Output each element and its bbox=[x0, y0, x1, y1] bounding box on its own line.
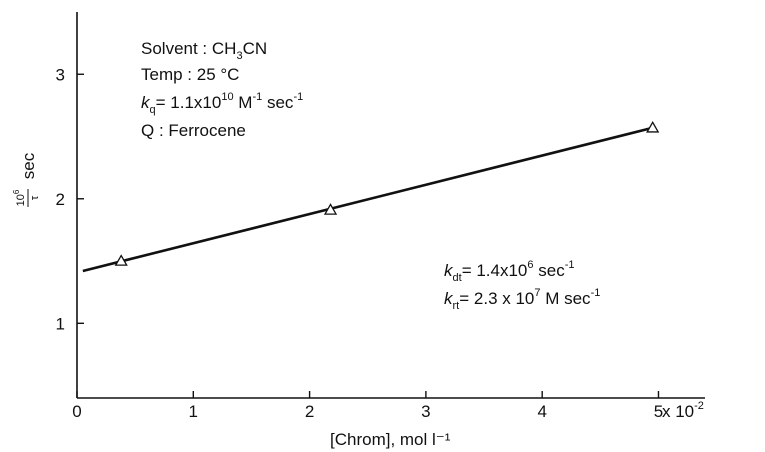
y-ticks: 1 2 3 bbox=[56, 65, 84, 333]
fit-line bbox=[82, 126, 653, 273]
y-axis-title: 106 τ sec bbox=[12, 152, 41, 207]
x-tick-label: 5 bbox=[654, 402, 663, 421]
data-point-triangle bbox=[114, 254, 128, 266]
y-axis-title-numerator: 106 bbox=[12, 189, 27, 206]
x-tick-label: 2 bbox=[305, 402, 314, 421]
x-ticks: 0 1 2 3 4 5 bbox=[72, 391, 663, 421]
y-axis-title-unit: sec bbox=[19, 152, 38, 179]
x-scale-base: x 10 bbox=[662, 402, 694, 421]
data-point-triangle bbox=[323, 203, 338, 215]
y-tick-label: 1 bbox=[56, 314, 65, 333]
data-points bbox=[114, 120, 660, 266]
x-scale-label: x 10-2 bbox=[662, 400, 704, 421]
x-tick-label: 4 bbox=[537, 402, 546, 421]
annotation-solvent: Solvent : CH3CN bbox=[141, 39, 267, 62]
data-point-triangle bbox=[646, 120, 660, 133]
x-tick-label: 0 bbox=[72, 402, 81, 421]
annotation-temp: Temp : 25 °C bbox=[141, 65, 239, 84]
annotation-krt: krt= 2.3 x 107 M sec-1 bbox=[444, 287, 600, 312]
x-axis-title: [Chrom], mol l⁻¹ bbox=[330, 430, 451, 449]
annotation-kdt: kdt= 1.4x106 sec-1 bbox=[444, 259, 574, 284]
annotation-quencher: Q : Ferrocene bbox=[141, 121, 246, 140]
x-tick-label: 3 bbox=[421, 402, 430, 421]
y-tick-label: 3 bbox=[56, 65, 65, 84]
annotation-kq: kq= 1.1x1010 M-1 sec-1 bbox=[141, 91, 303, 116]
plot-frame bbox=[76, 12, 705, 399]
y-tick-label: 2 bbox=[56, 190, 65, 209]
y-axis-title-denominator: τ bbox=[29, 195, 41, 200]
x-scale-exp: -2 bbox=[694, 400, 704, 412]
x-tick-label: 1 bbox=[189, 402, 198, 421]
